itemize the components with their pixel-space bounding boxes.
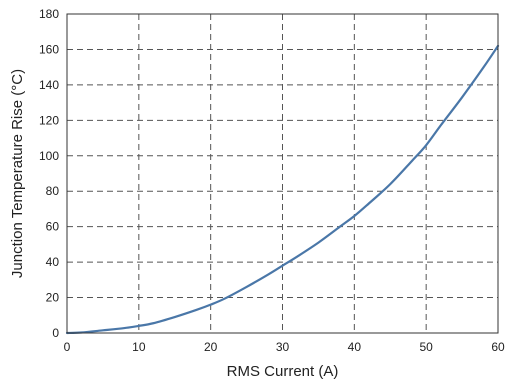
plot-frame (66, 13, 499, 334)
y-axis-label: Junction Temperature Rise (°C) (9, 69, 26, 278)
x-tick-labels: 0 10 20 30 40 50 60 (64, 340, 505, 354)
y-tick-label: 0 (52, 326, 59, 340)
x-tick-label: 0 (64, 340, 71, 354)
y-tick-label: 140 (39, 78, 59, 92)
y-tick-label: 80 (46, 184, 60, 198)
x-tick-label: 10 (132, 340, 146, 354)
grid (66, 13, 499, 334)
y-tick-label: 100 (39, 149, 59, 163)
series-line (65, 44, 500, 335)
x-axis-label: RMS Current (A) (227, 363, 339, 380)
x-tick-label: 50 (419, 340, 433, 354)
x-tick-label: 30 (276, 340, 290, 354)
y-tick-label: 20 (46, 291, 60, 305)
y-tick-label: 120 (39, 113, 59, 127)
x-tick-label: 20 (204, 340, 218, 354)
series-layer (65, 44, 500, 335)
y-tick-label: 160 (39, 42, 59, 56)
x-tick-label: 40 (348, 340, 362, 354)
y-tick-label: 180 (39, 7, 59, 21)
x-tick-label: 60 (491, 340, 505, 354)
y-tick-labels: 0 20 40 60 80 100 120 140 160 180 (39, 7, 59, 340)
y-tick-label: 60 (46, 220, 60, 234)
y-tick-label: 40 (46, 255, 60, 269)
